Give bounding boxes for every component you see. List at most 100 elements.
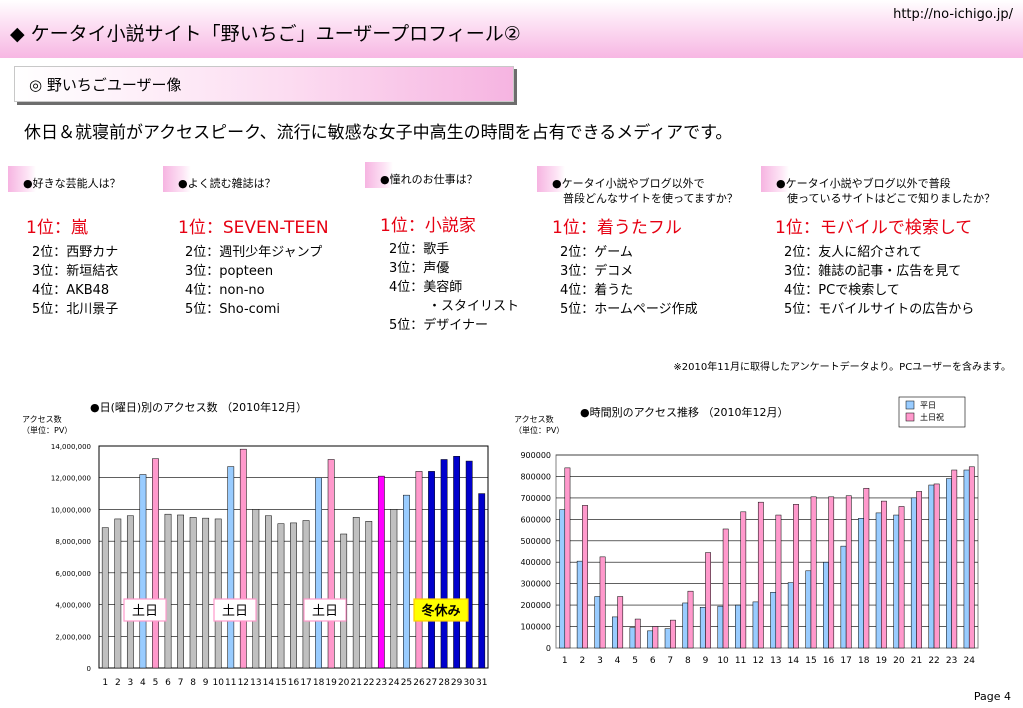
bar — [453, 456, 461, 669]
survey-question: ●よく読む雑誌は？ — [178, 177, 276, 190]
hourly-chart-title: ●時間別のアクセス推移 （2010年12月） — [580, 406, 789, 419]
section-heading-box: ◎ 野いちごユーザー像 — [14, 66, 514, 102]
y-tick-label: 0 — [87, 665, 91, 673]
header-band — [0, 0, 1023, 58]
hourly-chart-ylabel: アクセス数 （単位：PV） — [514, 414, 564, 436]
bar — [946, 478, 952, 649]
x-tick-label: 23 — [376, 678, 387, 688]
x-tick-label: 16 — [823, 656, 835, 666]
survey-question: ●ケータイ小説やブログ以外で 普段どんなサイトを使ってますか？ — [552, 176, 738, 206]
y-tick-label: 200000 — [520, 601, 551, 610]
legend-label: 平日 — [920, 401, 936, 410]
rank-first: 1位：着うたフル — [552, 218, 682, 238]
x-tick-label: 23 — [946, 656, 957, 666]
x-tick-label: 5 — [632, 656, 638, 666]
rank-list: 2位：西野カナ 3位：新垣結衣 4位：AKB48 5位：北川景子 — [32, 243, 118, 319]
rank-item: 5位：ホームページ作成 — [560, 302, 698, 317]
bar — [717, 605, 724, 649]
y-tick-label: 600000 — [520, 515, 551, 524]
survey-question-line: 普段どんなサイトを使ってますか？ — [552, 192, 738, 205]
column-tab — [537, 166, 565, 192]
x-tick-label: 4 — [140, 678, 146, 688]
bar — [775, 514, 782, 649]
rank-item: 3位：popteen — [185, 264, 274, 279]
survey-question-line: ●ケータイ小説やブログ以外で普段 — [776, 177, 951, 190]
x-tick-label: 1 — [102, 678, 108, 688]
survey-question-line: ●ケータイ小説やブログ以外で — [552, 177, 705, 190]
x-tick-label: 18 — [313, 678, 325, 688]
survey-question: ●ケータイ小説やブログ以外で普段 使っているサイトはどこで知りましたか？ — [776, 176, 995, 206]
x-tick-label: 19 — [876, 656, 888, 666]
x-tick-label: 24 — [388, 678, 400, 688]
bar — [290, 522, 297, 669]
bar — [559, 509, 566, 649]
daily-chart-ylabel: アクセス数 （単位：PV） — [22, 414, 72, 436]
bar — [629, 627, 636, 649]
annotation-box — [303, 598, 347, 622]
x-tick-label: 6 — [165, 678, 171, 688]
bar — [828, 496, 835, 649]
legend-label: 土日祝 — [920, 412, 944, 422]
bar — [687, 590, 694, 649]
y-tick-label: 300000 — [520, 580, 551, 589]
rank-item: 4位：美容師 — [389, 280, 463, 295]
x-tick-label: 18 — [858, 656, 870, 666]
bar — [440, 459, 448, 669]
bar — [652, 626, 659, 649]
x-tick-label: 4 — [615, 656, 621, 666]
x-tick-label: 9 — [203, 678, 209, 688]
x-tick-label: 12 — [752, 656, 763, 666]
x-tick-label: 10 — [212, 678, 224, 688]
bar — [564, 467, 571, 649]
bar — [377, 475, 385, 669]
hourly-access-chart: 0 100000 200000 300000 400000 500000 600000 700… — [520, 396, 979, 666]
bar — [390, 509, 398, 669]
annotation-label: 冬休み — [421, 603, 460, 619]
rank-item: 2位：友人に紹介されて — [784, 245, 922, 260]
bar — [599, 556, 606, 649]
bar — [428, 471, 435, 669]
bar — [963, 469, 970, 649]
x-tick-label: 12 — [238, 678, 249, 688]
y-tick-label: 8,000,000 — [55, 538, 91, 546]
annotation-label: 土日 — [222, 604, 248, 619]
bar — [951, 469, 958, 649]
bar — [858, 518, 864, 649]
rank-item: 3位：声優 — [389, 261, 450, 276]
bar — [415, 471, 423, 669]
bar — [252, 509, 260, 669]
rank-item: 3位：雑誌の記事・広告を見て — [784, 264, 962, 279]
rank-item: 5位：デザイナー — [389, 318, 489, 333]
rank-first: 1位：嵐 — [26, 218, 88, 238]
bar — [177, 514, 184, 669]
x-tick-label: 5 — [153, 678, 159, 688]
x-tick-label: 3 — [597, 656, 603, 666]
x-tick-label: 26 — [413, 678, 425, 688]
bar — [352, 517, 360, 669]
section-heading: ◎ 野いちごユーザー像 — [29, 76, 182, 94]
ylabel-line: アクセス数 — [514, 415, 554, 424]
bar — [327, 459, 335, 669]
x-tick-label: 20 — [893, 656, 905, 666]
site-url[interactable]: http://no-ichigo.jp/ — [893, 7, 1013, 22]
column-tab — [8, 166, 36, 192]
x-tick-label: 19 — [325, 678, 337, 688]
headline: 休日＆就寝前がアクセスピーク、流行に敏感な女子中高生の時間を占有できるメディアで… — [24, 123, 733, 143]
bar — [101, 527, 109, 669]
y-tick-label: 4,000,000 — [55, 602, 91, 610]
x-tick-label: 2 — [115, 678, 121, 688]
x-tick-label: 22 — [928, 656, 939, 666]
survey-footnote: ※2010年11月に取得したアンケートデータより。PCユーザーを含みます。 — [673, 362, 1011, 373]
bar — [594, 596, 601, 649]
rank-item: 5位：北川景子 — [32, 302, 119, 317]
x-tick-label: 14 — [788, 656, 800, 666]
rank-item: ・スタイリスト — [389, 299, 520, 314]
annotation-label: 土日 — [132, 604, 158, 619]
x-tick-label: 21 — [351, 678, 362, 688]
x-tick-label: 29 — [451, 678, 463, 688]
rank-list: 2位：ゲーム 3位：デコメ 4位：着うた 5位：ホームページ作成 — [560, 243, 698, 319]
bar — [365, 521, 373, 669]
x-tick-label: 24 — [963, 656, 975, 666]
ylabel-line: アクセス数 — [22, 415, 62, 424]
bar — [189, 517, 197, 669]
